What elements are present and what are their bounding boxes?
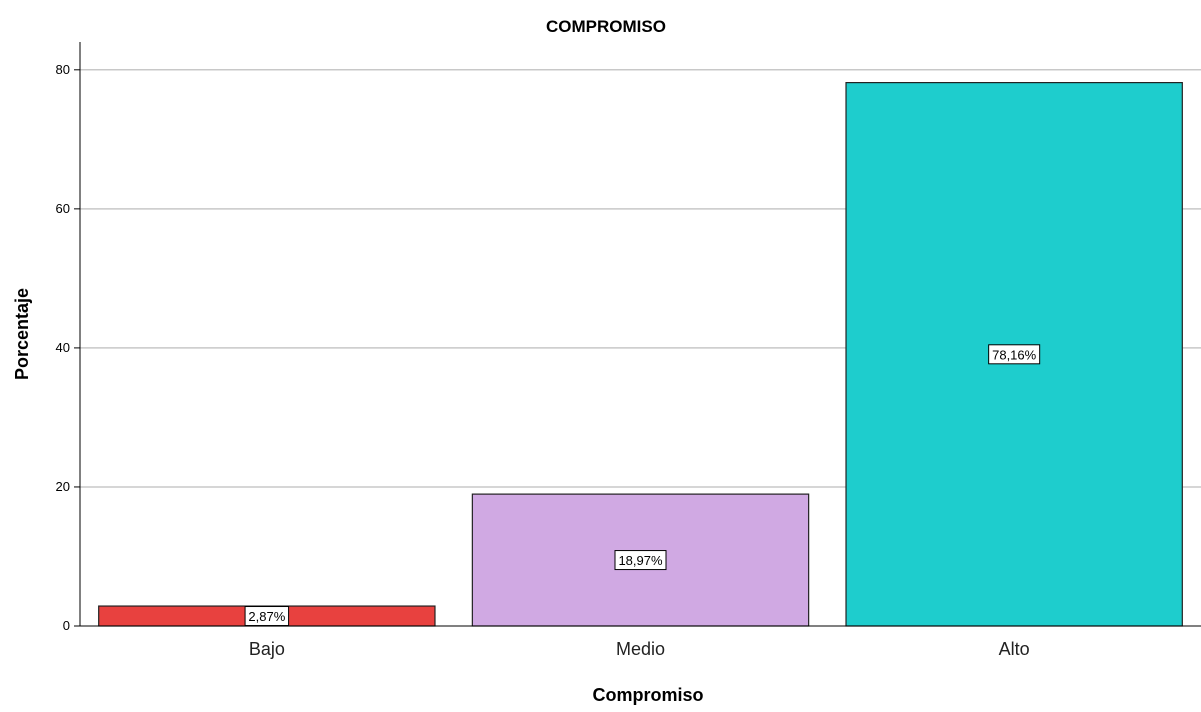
data-label: 18,97% [618, 553, 663, 568]
y-axis-ticks: 0 20 40 60 80 [56, 62, 80, 633]
x-tick-label: Bajo [249, 639, 285, 659]
y-tick-label: 40 [56, 340, 70, 355]
data-labels: 2,87% 18,97% 78,16% [244, 344, 1041, 627]
y-tick-label: 60 [56, 201, 70, 216]
data-label: 78,16% [992, 347, 1037, 362]
data-label-box [988, 344, 1041, 365]
y-tick-label: 80 [56, 62, 70, 77]
data-label: 2,87% [248, 609, 285, 624]
chart-title: COMPROMISO [546, 17, 666, 36]
y-tick-label: 0 [63, 618, 70, 633]
y-tick-label: 20 [56, 479, 70, 494]
data-label-box [244, 606, 290, 627]
y-axis-label: Porcentaje [12, 288, 32, 380]
x-axis-ticks: Bajo Medio Alto [249, 639, 1030, 659]
x-tick-label: Alto [999, 639, 1030, 659]
x-axis-label: Compromiso [592, 685, 703, 705]
data-label-box [614, 550, 667, 571]
x-tick-label: Medio [616, 639, 665, 659]
